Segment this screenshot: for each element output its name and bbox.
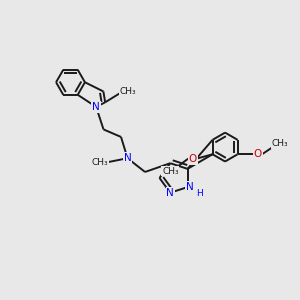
Text: N: N [167, 188, 174, 198]
Text: CH₃: CH₃ [162, 167, 179, 176]
Text: H: H [196, 189, 203, 198]
Text: CH₃: CH₃ [92, 158, 108, 167]
Text: N: N [92, 102, 100, 112]
Text: O: O [188, 154, 197, 164]
Text: N: N [186, 182, 194, 192]
Text: CH₃: CH₃ [272, 140, 288, 148]
Text: N: N [124, 153, 131, 163]
Text: CH₃: CH₃ [119, 88, 136, 97]
Text: O: O [254, 149, 262, 159]
